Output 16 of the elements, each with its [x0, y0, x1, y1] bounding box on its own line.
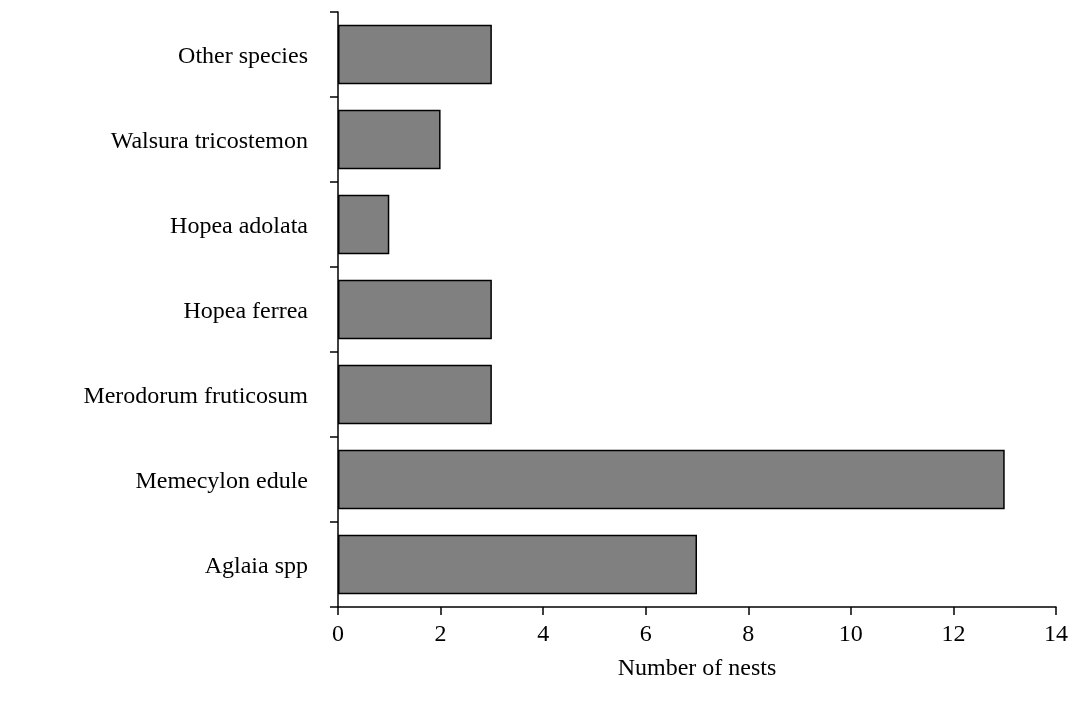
y-tick-label: Hopea adolata [170, 211, 309, 238]
y-tick-label: Hopea ferrea [183, 296, 309, 323]
x-tick-label: 14 [1044, 620, 1068, 646]
x-tick-label: 8 [742, 620, 755, 646]
x-tick-label: 12 [941, 620, 966, 646]
x-tick-label: 2 [434, 620, 447, 646]
x-tick-label: 0 [332, 620, 344, 646]
y-tick-label: Other species [178, 41, 308, 68]
x-tick-label: 10 [838, 620, 863, 646]
y-tick-label: Memecylon edule [135, 466, 308, 493]
x-tick-label: 6 [639, 620, 652, 646]
x-tick-label: 4 [537, 620, 550, 646]
x-axis-title: Number of nests [617, 654, 777, 680]
y-tick-label: Aglaia spp [204, 551, 308, 578]
y-tick-label: Walsura tricostemon [110, 126, 308, 153]
y-tick-label: Merodorum fruticosum [83, 381, 309, 408]
